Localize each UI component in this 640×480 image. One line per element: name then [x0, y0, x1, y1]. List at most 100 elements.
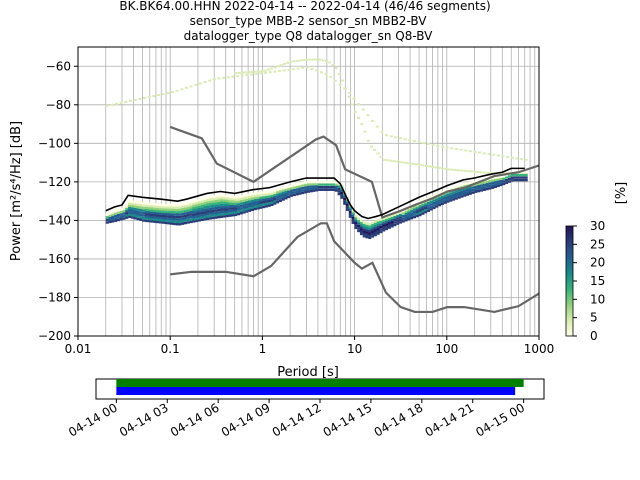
psd-cell	[449, 194, 453, 198]
psd-cell	[153, 209, 157, 213]
psd-cell-faint	[347, 91, 351, 94]
psd-cell	[197, 203, 201, 206]
psd-cell	[323, 183, 327, 186]
psd-cell	[111, 211, 115, 214]
psd-cell	[144, 217, 148, 220]
psd-cell	[195, 219, 199, 223]
psd-cell-faint	[119, 101, 123, 104]
psd-cell	[158, 218, 162, 222]
psd-cell	[298, 182, 302, 186]
psd-cell	[502, 180, 506, 183]
psd-cell	[245, 207, 249, 211]
psd-cell	[323, 188, 327, 191]
psd-cell	[412, 206, 416, 209]
psd-cell	[449, 187, 453, 191]
psd-cell	[242, 204, 246, 207]
psd-cell	[225, 199, 229, 202]
psd-cell	[418, 200, 422, 203]
psd-cell	[195, 204, 199, 207]
psd-cell	[298, 189, 302, 193]
psd-cell	[147, 211, 151, 214]
psd-cell-faint	[241, 71, 245, 74]
psd-cell	[228, 195, 232, 198]
psd-cell-faint	[301, 66, 305, 69]
psd-cell	[460, 190, 464, 194]
psd-cell	[228, 209, 232, 213]
psd-cell	[203, 201, 207, 205]
psd-cell-faint	[486, 171, 490, 174]
psd-cell	[477, 185, 481, 188]
psd-cell-faint	[502, 172, 506, 175]
psd-cell-faint	[260, 70, 264, 73]
psd-cell	[264, 195, 268, 199]
psd-cell	[376, 225, 380, 229]
psd-cell	[276, 196, 280, 199]
psd-cell	[156, 203, 160, 206]
psd-cell	[206, 208, 210, 211]
psd-cell	[231, 207, 235, 210]
psd-cell	[203, 204, 207, 207]
psd-cell	[340, 189, 344, 192]
psd-cell	[125, 203, 129, 207]
psd-cell	[211, 195, 215, 198]
psd-cell	[315, 184, 319, 188]
psd-cell-faint	[371, 119, 375, 122]
psd-cell-faint	[184, 86, 188, 89]
psd-cell	[139, 213, 143, 217]
psd-cell	[259, 194, 263, 197]
psd-cell	[382, 217, 386, 220]
psd-cell	[457, 191, 461, 195]
psd-cell	[250, 204, 254, 207]
psd-cell	[189, 215, 193, 219]
psd-cell	[284, 190, 288, 193]
psd-cell	[223, 215, 227, 218]
psd-cell	[225, 210, 229, 213]
psd-cell	[214, 214, 218, 217]
psd-cell	[116, 209, 120, 212]
psd-cell	[225, 212, 229, 216]
psd-cell	[225, 195, 229, 198]
psd-cell	[242, 194, 246, 198]
psd-cell	[443, 189, 447, 193]
psd-cell	[351, 209, 355, 213]
psd-cell-faint	[115, 102, 119, 105]
psd-cell	[454, 190, 458, 193]
psd-cell-faint	[357, 117, 361, 120]
psd-cell	[133, 205, 137, 208]
psd-cell	[250, 199, 254, 203]
psd-cell	[331, 186, 335, 189]
psd-cell-faint	[408, 139, 412, 142]
psd-cell	[295, 193, 299, 196]
psd-cell-faint	[379, 155, 383, 158]
psd-cell	[167, 208, 171, 211]
psd-cell	[390, 214, 394, 217]
psd-cell	[136, 203, 140, 207]
psd-cell	[237, 203, 241, 206]
psd-cell	[449, 196, 453, 200]
psd-cell	[130, 205, 134, 208]
psd-cell	[304, 181, 308, 184]
colorbar-tick-label: 15	[590, 274, 605, 288]
psd-cell-faint	[389, 135, 393, 138]
psd-cell-faint	[254, 72, 258, 75]
psd-cell	[214, 211, 218, 215]
psd-cell	[186, 216, 190, 219]
psd-cell	[306, 185, 310, 189]
psd-cell	[365, 231, 369, 234]
psd-cell	[438, 203, 442, 207]
psd-cell	[150, 207, 154, 210]
psd-cell	[220, 210, 224, 214]
psd-cell	[354, 217, 358, 220]
psd-cell	[130, 209, 134, 212]
psd-cell	[390, 222, 394, 226]
psd-cell	[161, 219, 165, 222]
psd-cell	[368, 234, 372, 237]
psd-cell-faint	[403, 138, 407, 141]
psd-cell-faint	[147, 96, 151, 99]
psd-cell	[404, 219, 408, 222]
psd-cell-faint	[363, 130, 367, 133]
psd-cell	[474, 190, 478, 193]
psd-cell	[399, 211, 403, 214]
psd-cell-faint	[194, 83, 198, 86]
psd-cell	[234, 213, 238, 217]
